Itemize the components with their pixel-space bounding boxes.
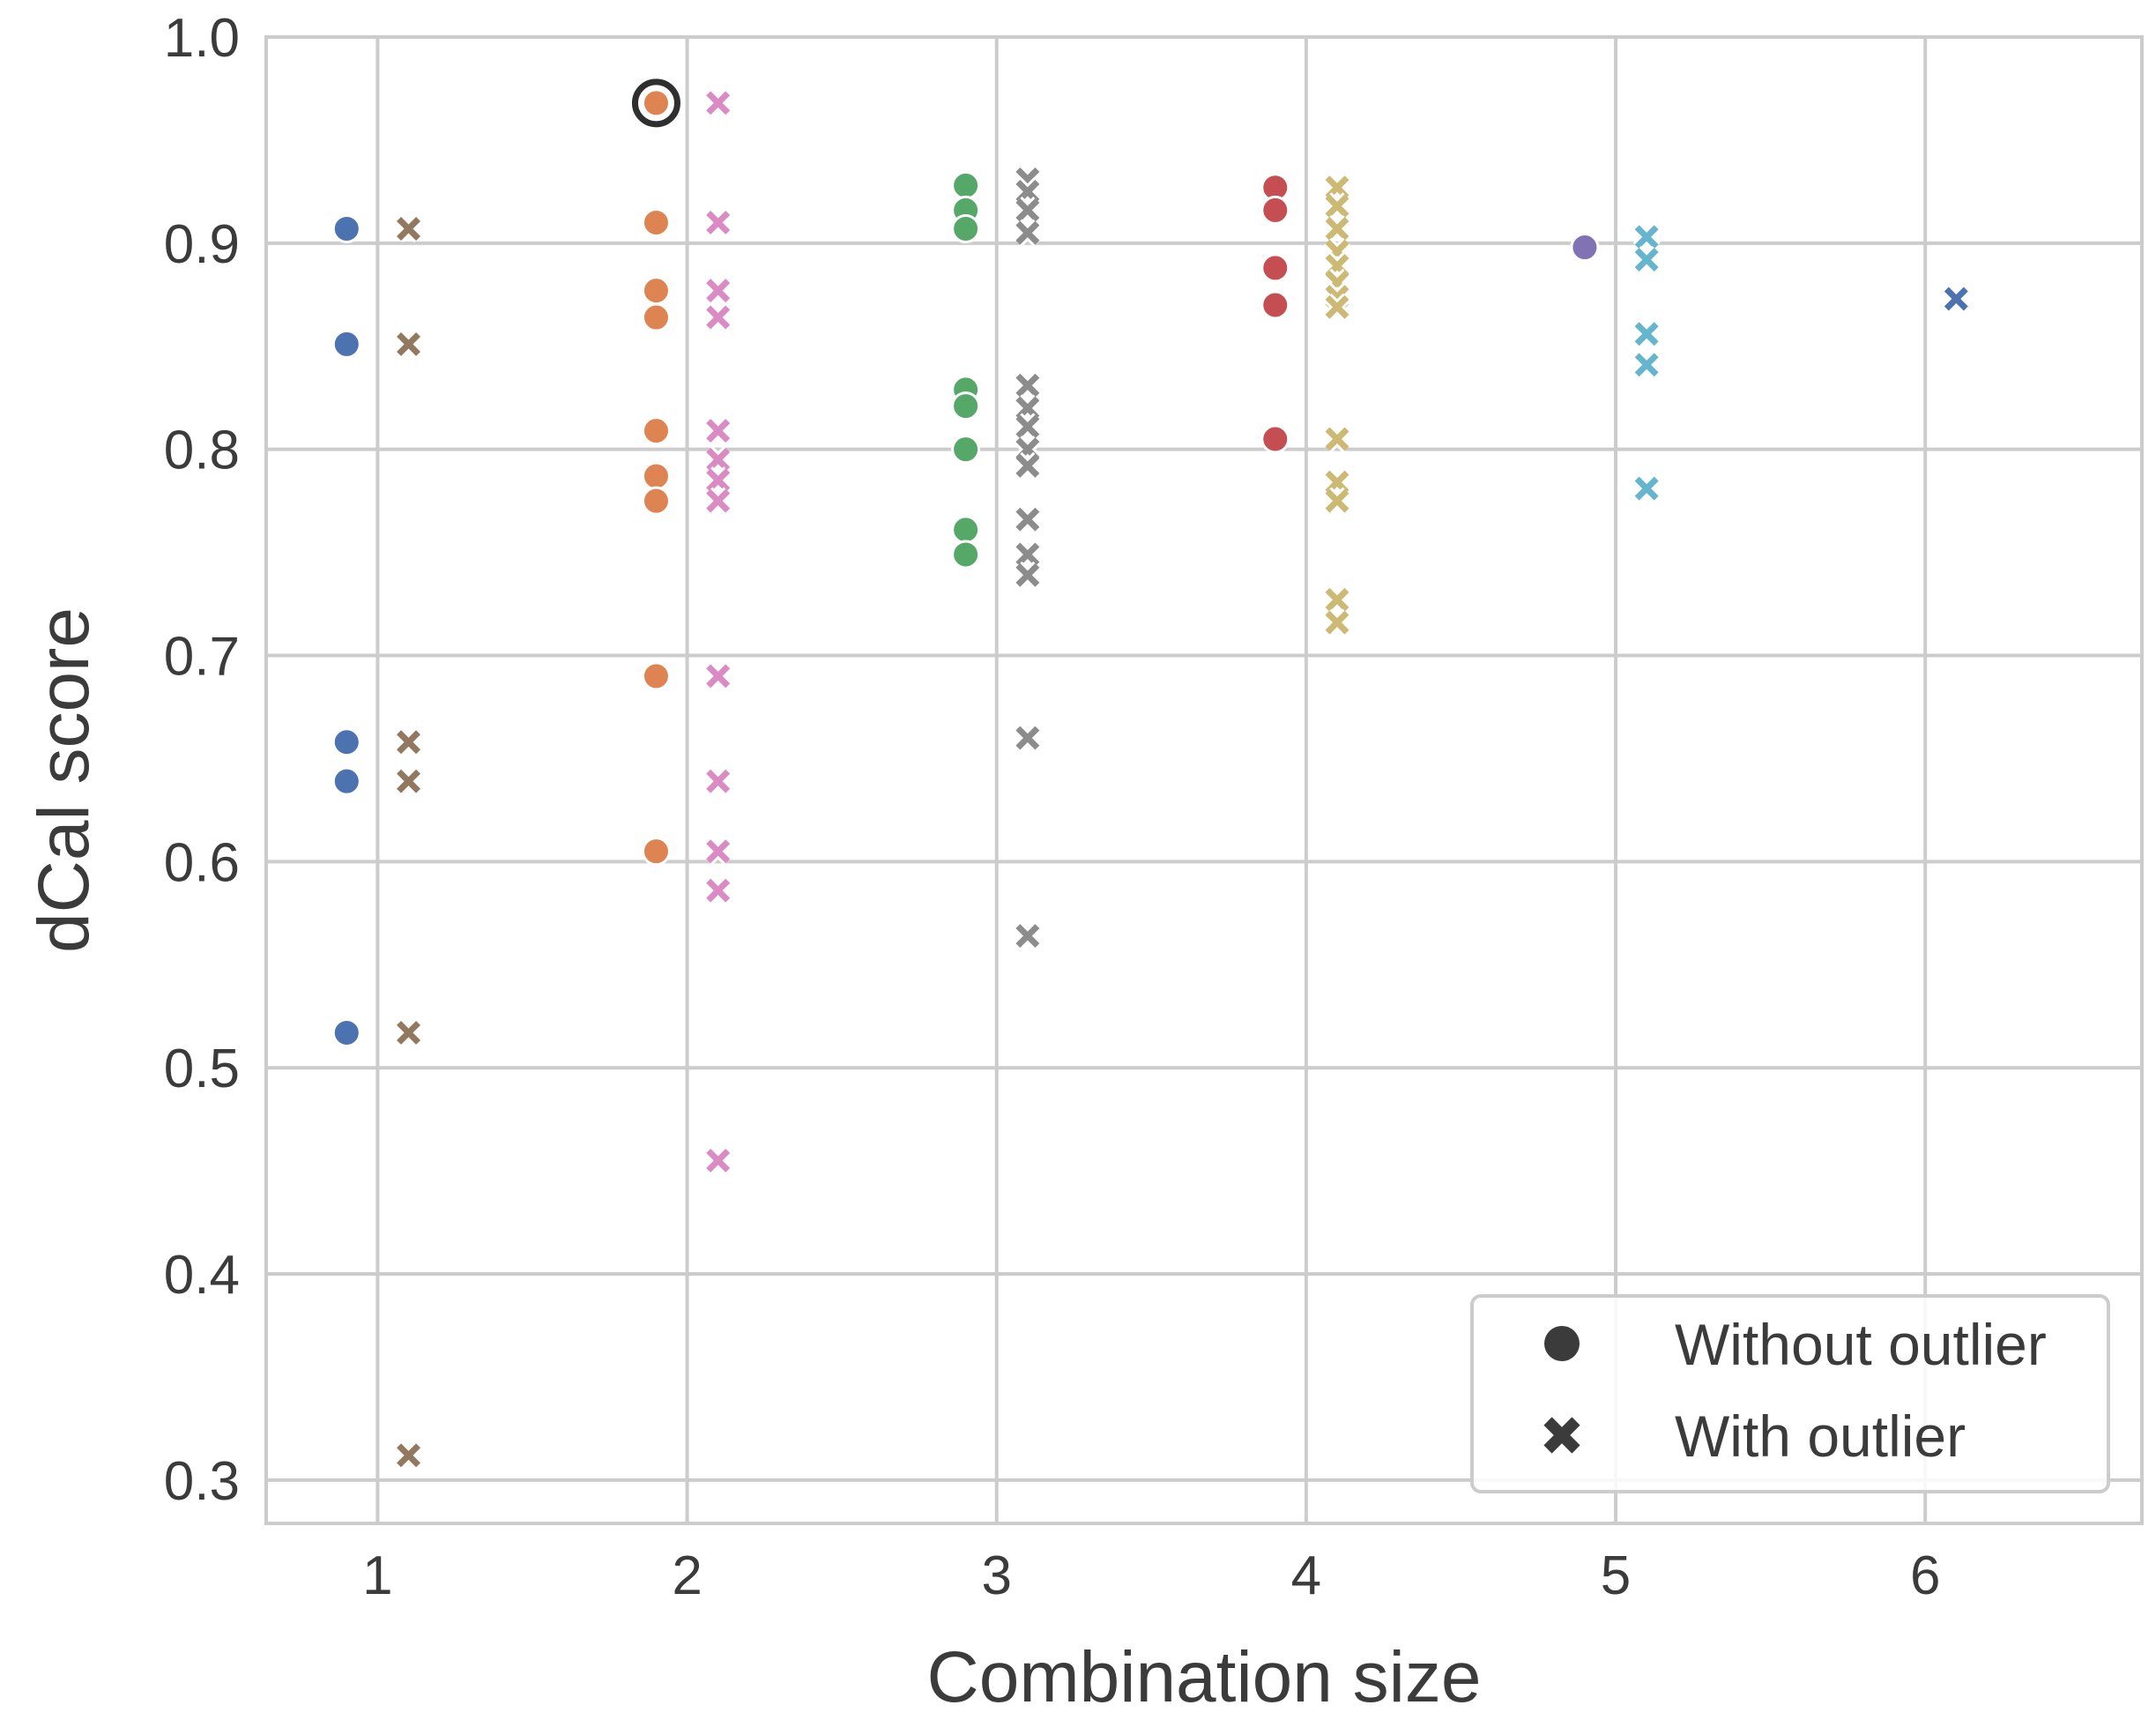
data-point-circle xyxy=(331,213,361,243)
data-point-x xyxy=(1014,451,1042,480)
data-point-x xyxy=(1014,196,1042,225)
data-point-x xyxy=(1014,921,1042,950)
data-point-circle xyxy=(331,329,361,359)
data-point-x xyxy=(704,303,732,331)
y-tick-label: 0.5 xyxy=(164,1039,240,1099)
data-point-x xyxy=(1632,245,1661,274)
y-tick-label: 0.4 xyxy=(164,1245,240,1306)
data-point-x xyxy=(1014,724,1042,752)
data-point-circle xyxy=(641,88,671,118)
data-point-x xyxy=(394,728,423,756)
x-tick-label: 3 xyxy=(981,1545,1011,1606)
data-point-x xyxy=(1014,413,1042,441)
x-tick-label: 6 xyxy=(1910,1545,1940,1606)
data-point-x xyxy=(704,662,732,690)
legend-box xyxy=(1470,1294,2110,1493)
data-point-x xyxy=(1323,425,1351,453)
legend-label-without-outlier: Without outlier xyxy=(1675,1312,2047,1377)
data-point-circle xyxy=(331,1017,361,1047)
data-point-x xyxy=(1323,214,1351,243)
data-point-x xyxy=(704,487,732,515)
data-point-x xyxy=(1014,540,1042,569)
data-point-circle xyxy=(1260,253,1290,283)
data-point-x xyxy=(704,466,732,495)
data-point-x xyxy=(704,277,732,305)
data-point-x xyxy=(1323,585,1351,614)
data-point-circle xyxy=(951,515,981,545)
x-tick-label: 1 xyxy=(362,1545,392,1606)
x-tick-label: 2 xyxy=(672,1545,702,1606)
data-point-x xyxy=(704,838,732,866)
data-point-x xyxy=(1632,223,1661,251)
data-point-x xyxy=(1632,320,1661,348)
data-point-circle xyxy=(1260,424,1290,454)
data-point-x xyxy=(704,445,732,473)
data-point-circle xyxy=(331,766,361,796)
x-axis-label: Combination size xyxy=(927,1637,1482,1717)
data-point-x xyxy=(704,876,732,905)
highlight-ring-group xyxy=(631,78,680,128)
data-point-x xyxy=(704,1146,732,1175)
x-tick-label: 4 xyxy=(1291,1545,1321,1606)
legend-circle-marker xyxy=(1544,1326,1580,1361)
data-point-x xyxy=(394,1441,423,1470)
legend-label-with-outlier: With outlier xyxy=(1675,1404,1966,1469)
y-tick-label: 0.9 xyxy=(164,214,240,275)
data-point-x xyxy=(394,330,423,359)
y-tick-label: 0.7 xyxy=(164,627,240,688)
data-point-x xyxy=(1323,192,1351,220)
data-point-x xyxy=(704,767,732,795)
highlight-ring xyxy=(631,78,680,128)
x-tick-label: 5 xyxy=(1601,1545,1631,1606)
data-point-circle xyxy=(331,727,361,757)
data-point-circle xyxy=(641,461,671,491)
y-tick-label: 0.6 xyxy=(164,832,240,893)
data-point-circle xyxy=(641,207,671,237)
data-point-circle xyxy=(1260,290,1290,320)
data-point-x xyxy=(704,89,732,117)
data-point-x xyxy=(704,208,732,237)
data-point-x xyxy=(394,1018,423,1047)
data-point-circle xyxy=(1570,233,1600,263)
y-axis-ticks: 0.3 0.4 0.5 0.6 0.7 0.8 0.9 1.0 xyxy=(164,8,240,1512)
data-point-circle xyxy=(641,276,671,306)
data-point-x xyxy=(1014,219,1042,247)
data-point-x xyxy=(1632,351,1661,379)
legend: Without outlier With outlier xyxy=(1470,1294,2110,1493)
data-point-x xyxy=(1014,561,1042,589)
legend-x-marker xyxy=(1543,1417,1580,1454)
data-point-x xyxy=(1014,505,1042,533)
data-point-x xyxy=(1942,285,1970,313)
y-tick-label: 1.0 xyxy=(164,8,240,69)
data-point-circle xyxy=(951,213,981,243)
data-point-circle xyxy=(641,661,671,691)
data-point-circle xyxy=(641,416,671,446)
data-point-x xyxy=(1323,487,1351,515)
y-tick-label: 0.3 xyxy=(164,1451,240,1512)
data-point-circle xyxy=(951,435,981,465)
data-point-circle xyxy=(641,302,671,332)
data-point-circle xyxy=(951,391,981,421)
x-axis-ticks: 1 2 3 4 5 6 xyxy=(362,1545,1940,1606)
y-tick-label: 0.8 xyxy=(164,421,240,481)
data-point-circle xyxy=(641,837,671,867)
data-point-circle xyxy=(1260,195,1290,225)
data-point-x xyxy=(1323,608,1351,637)
grid-lines xyxy=(266,35,2142,1523)
data-point-x xyxy=(394,214,423,243)
data-point-x xyxy=(1323,293,1351,321)
data-point-x xyxy=(394,767,423,795)
data-point-circle xyxy=(951,170,981,200)
y-axis-label: dCal score xyxy=(24,607,104,953)
data-point-x xyxy=(1014,371,1042,399)
data-points xyxy=(331,88,1970,1470)
data-point-x xyxy=(1632,474,1661,503)
data-point-circle xyxy=(641,486,671,516)
data-point-circle xyxy=(951,540,981,570)
plot-frame xyxy=(264,35,2144,1525)
data-point-x xyxy=(704,417,732,445)
